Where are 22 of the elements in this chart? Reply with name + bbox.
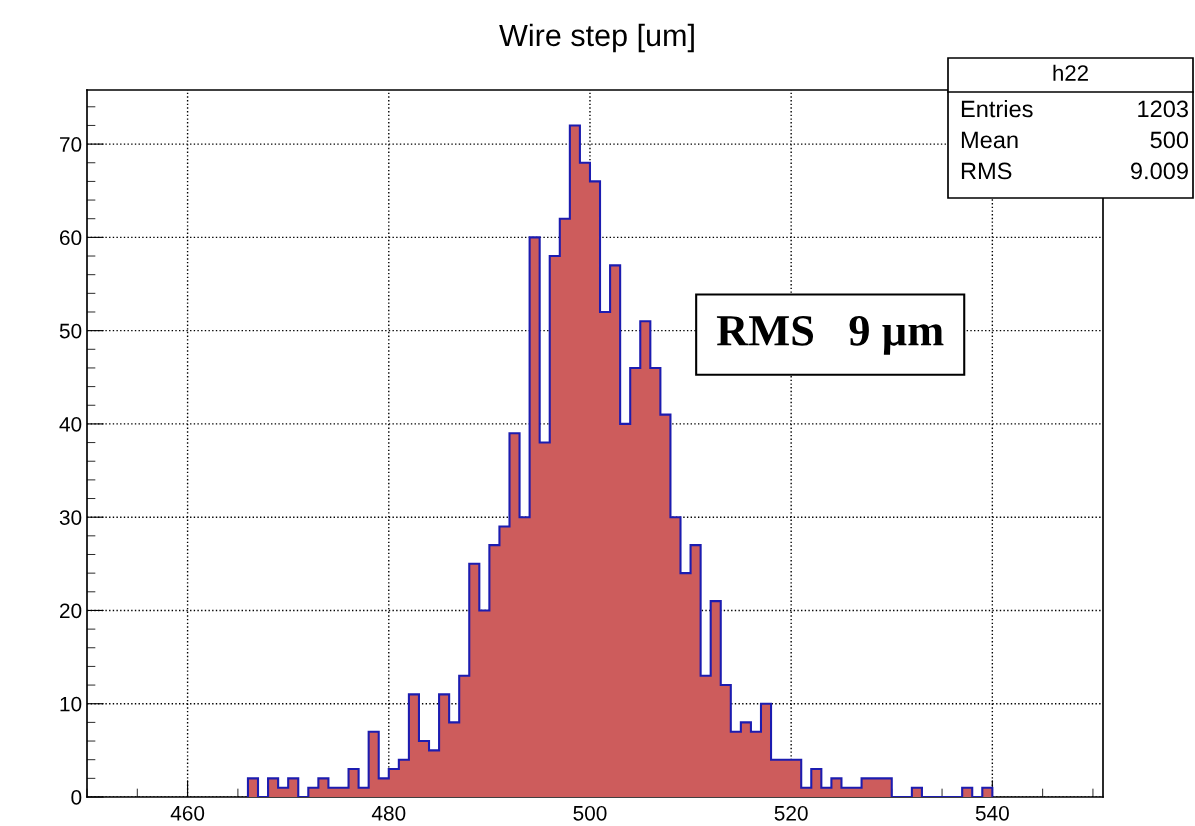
chart-title: Wire step [um] [499, 23, 694, 53]
text: 9.009 [1131, 162, 1188, 180]
y-tick-label: 0 [71, 790, 82, 805]
x-tick-label: 540 [975, 805, 1009, 821]
y-tick-label: 10 [60, 696, 82, 712]
y-tick-label: 50 [59, 323, 82, 339]
y-tick-label: 20 [60, 603, 82, 619]
x-tick-label: 480 [371, 805, 406, 821]
text: 500 [1150, 131, 1189, 149]
annotation: RMS 9 µm [716, 315, 944, 355]
x-tick-label: 500 [573, 805, 607, 821]
annotation: Entries [961, 100, 1033, 118]
y-tick-label: 60 [60, 230, 82, 246]
text: h22 [1053, 64, 1088, 81]
annotation: RMS [961, 162, 1012, 180]
y-tick-label: 40 [59, 416, 82, 432]
y-tick-label: 30 [59, 510, 82, 525]
x-tick-label: 520 [774, 805, 808, 821]
annotation: Mean [961, 131, 1018, 149]
text: 1203 [1138, 100, 1188, 118]
x-tick-label: 460 [170, 805, 205, 821]
y-tick-label: 70 [60, 137, 82, 152]
